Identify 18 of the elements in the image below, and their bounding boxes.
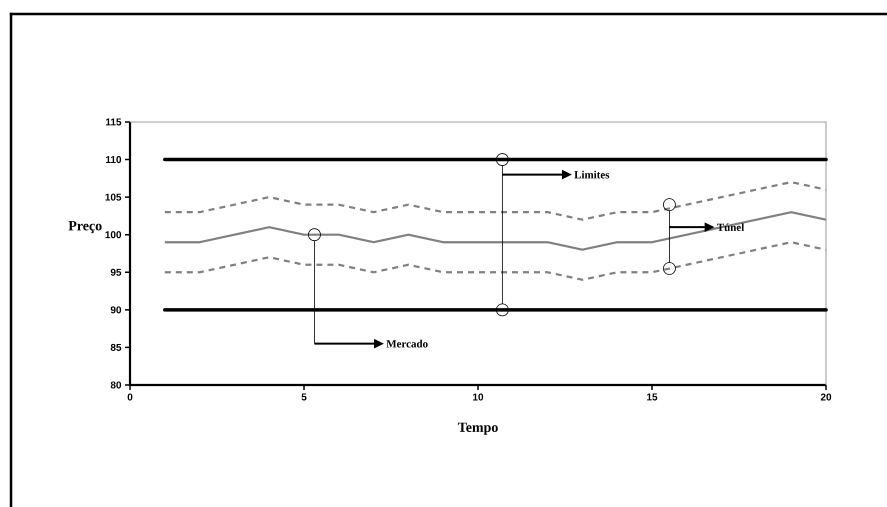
- x-tick-label: 5: [302, 394, 307, 400]
- y-tick-label: 90: [110, 306, 122, 314]
- x-axis-title: Tempo: [458, 422, 498, 435]
- annotation: Mercado: [386, 340, 428, 348]
- x-tick-label: 20: [820, 394, 832, 401]
- x-tick-label: 10: [473, 394, 484, 401]
- y-tick-label: 110: [106, 156, 122, 164]
- x-tick-label: 0: [128, 394, 132, 401]
- y-tick-label: 95: [110, 268, 122, 276]
- y-tick-label: 80: [110, 381, 122, 389]
- y-tick-label: 115: [106, 118, 122, 126]
- y-tick-label: 100: [105, 231, 122, 238]
- annotation: Limites: [574, 170, 610, 178]
- y-tick-label: 85: [110, 344, 122, 351]
- annotation: Túnel: [717, 223, 744, 232]
- y-axis-title: Preço: [68, 221, 102, 234]
- y-tick-label: 105: [105, 194, 122, 201]
- x-tick-label: 15: [647, 394, 658, 400]
